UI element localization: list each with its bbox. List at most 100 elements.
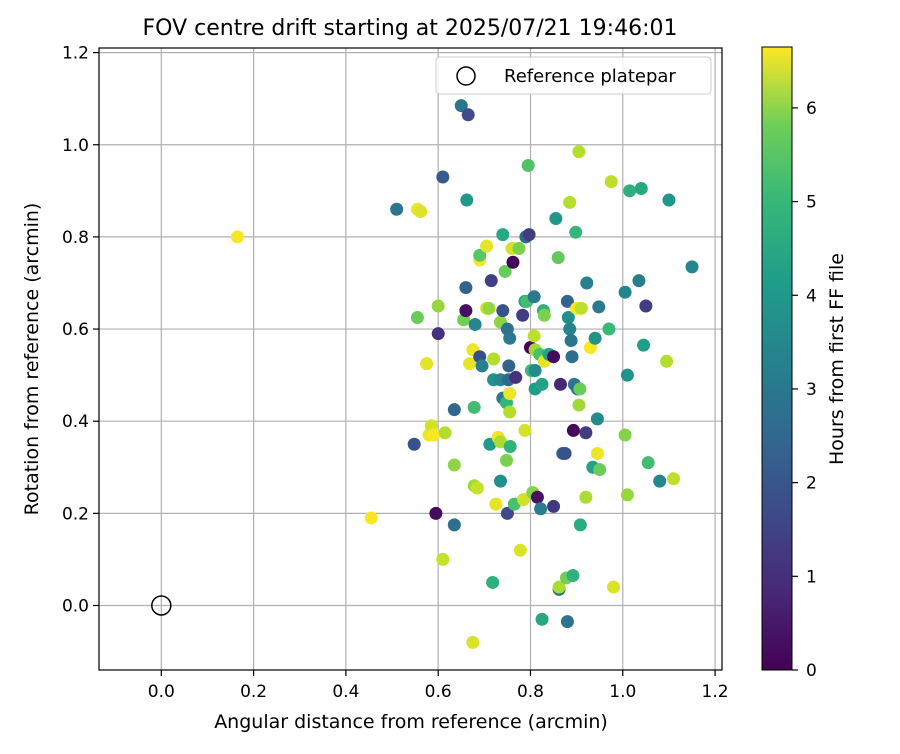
colorbar-tick-label: 4 [806, 286, 817, 306]
data-point [662, 193, 676, 207]
data-point [632, 274, 646, 288]
data-point [535, 377, 549, 391]
data-point [509, 370, 523, 384]
y-tick-label: 1.0 [62, 136, 89, 156]
data-point [588, 331, 602, 345]
x-tick-label: 0.4 [332, 682, 359, 702]
data-point [461, 108, 475, 122]
data-point [512, 241, 526, 255]
data-point [560, 294, 574, 308]
data-point [607, 580, 621, 594]
data-point [535, 612, 549, 626]
data-point [602, 322, 616, 336]
y-tick-label: 0.0 [62, 596, 89, 616]
reference-platepar-marker [151, 595, 172, 616]
data-point [496, 228, 510, 242]
colorbar-tick-label: 1 [806, 567, 817, 587]
data-point [637, 338, 651, 352]
data-point [466, 635, 480, 649]
data-point [503, 331, 517, 345]
y-tick-label: 1.2 [62, 44, 89, 64]
data-point [493, 474, 507, 488]
colorbar-tick-label: 0 [806, 661, 817, 681]
data-point [667, 472, 681, 486]
data-point [493, 435, 507, 449]
data-point [431, 299, 445, 313]
data-point [639, 299, 653, 313]
data-point [563, 322, 577, 336]
colorbar-tick-label: 2 [806, 474, 817, 494]
data-point [566, 423, 580, 437]
data-point [569, 225, 583, 239]
data-point [623, 184, 637, 198]
x-tick-label: 0.6 [425, 682, 452, 702]
data-point [407, 437, 421, 451]
data-point [463, 357, 477, 371]
data-point [590, 446, 604, 460]
data-point [641, 456, 655, 470]
y-tick-label: 0.8 [62, 228, 89, 248]
data-point [390, 202, 404, 216]
data-point [572, 398, 586, 412]
data-point [230, 230, 244, 244]
data-point [475, 359, 489, 373]
data-point [436, 170, 450, 184]
data-point [454, 99, 468, 113]
data-point [522, 228, 536, 242]
data-point [487, 352, 501, 366]
data-point [558, 446, 572, 460]
colorbar-ticks: 0 1 2 3 4 5 6 [792, 99, 817, 681]
data-point [486, 575, 500, 589]
data-point [620, 488, 634, 502]
y-axis-label: Rotation from reference (arcmin) [21, 203, 43, 516]
data-point [527, 290, 541, 304]
grid-lines [99, 48, 722, 670]
x-tick-label: 1.0 [609, 682, 636, 702]
data-point [530, 490, 544, 504]
data-point [484, 274, 498, 288]
colorbar-gradient [761, 46, 793, 671]
data-point [566, 569, 580, 583]
data-point [480, 239, 494, 253]
y-tick-label: 0.2 [62, 504, 89, 524]
data-point [431, 327, 445, 341]
data-point [498, 264, 512, 278]
data-point [502, 359, 516, 373]
data-point [447, 518, 461, 532]
data-point [618, 428, 632, 442]
data-point [473, 248, 487, 262]
colorbar-label: Hours from first FF file [826, 253, 848, 465]
data-point [503, 405, 517, 419]
data-point [620, 368, 634, 382]
data-point [447, 403, 461, 417]
data-point [653, 474, 667, 488]
colorbar-tick-label: 5 [806, 193, 817, 213]
data-point [517, 493, 531, 507]
data-point [549, 211, 563, 225]
data-point [460, 193, 474, 207]
data-point [590, 412, 604, 426]
data-point [593, 463, 607, 477]
data-point [429, 506, 443, 520]
colorbar-tick-label: 6 [806, 99, 817, 119]
x-tick-label: 1.2 [702, 682, 729, 702]
legend: Reference platepar [435, 56, 712, 95]
data-point [438, 426, 452, 440]
data-point [364, 511, 378, 525]
x-tick-label: 0.0 [148, 682, 175, 702]
data-point [506, 255, 520, 269]
data-point [565, 350, 579, 364]
data-point [551, 251, 565, 265]
data-point [660, 354, 674, 368]
data-point [563, 195, 577, 209]
data-point [503, 440, 517, 454]
data-point [459, 304, 473, 318]
data-point [547, 350, 561, 364]
data-point [634, 182, 648, 196]
data-point [547, 499, 561, 513]
data-point [552, 580, 566, 594]
data-point [420, 357, 434, 371]
colorbar: 0 1 2 3 4 5 6 Hours from first FF file [761, 46, 848, 681]
